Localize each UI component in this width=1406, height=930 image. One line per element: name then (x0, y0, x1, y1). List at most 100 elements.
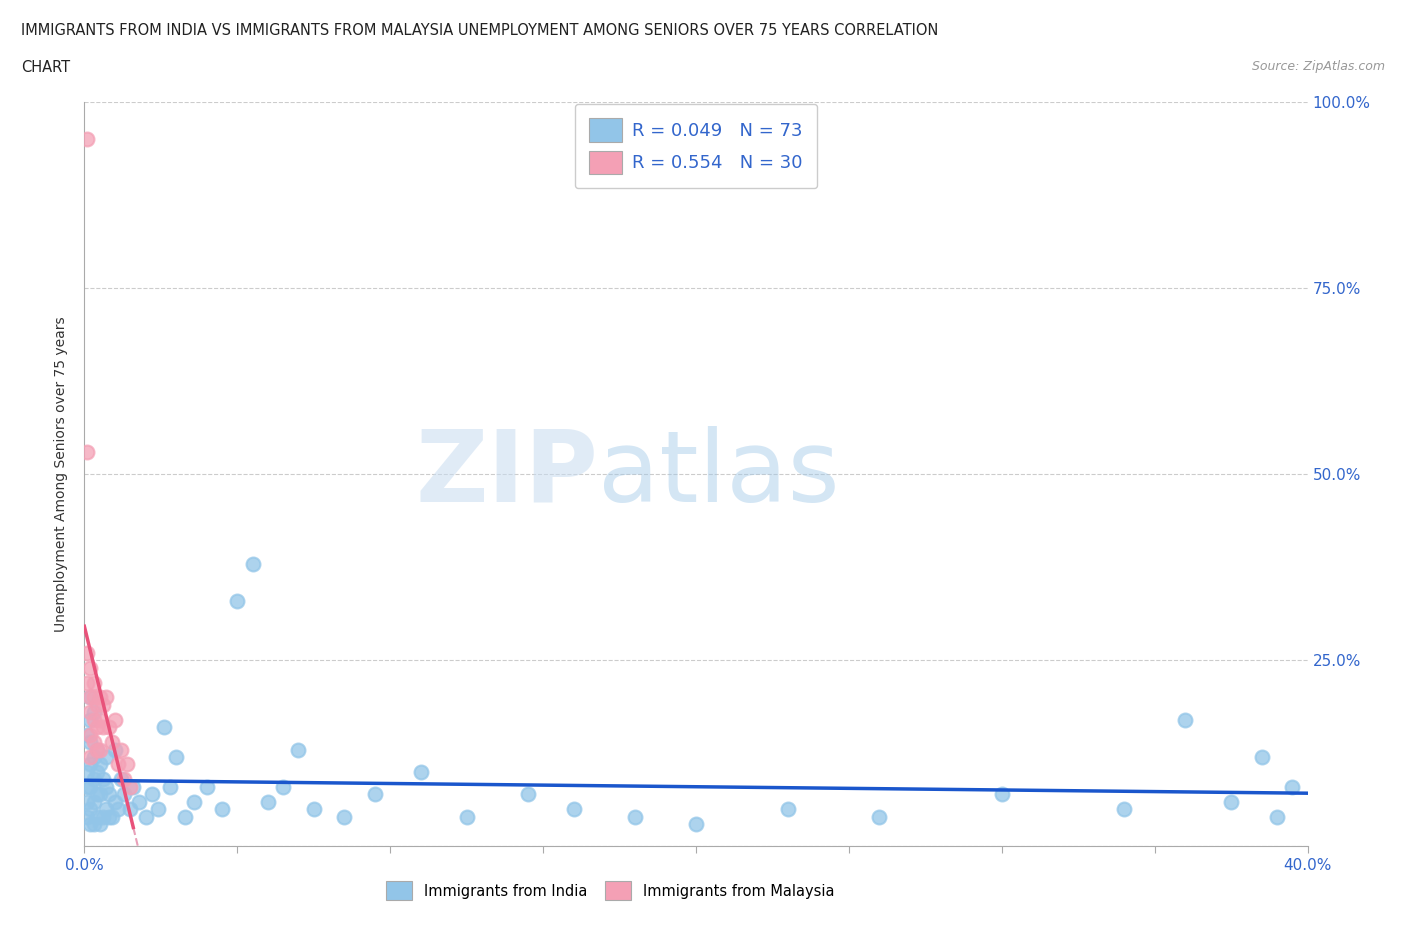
Point (76, 132, 98, 147)
Point (79, 779, 101, 794)
Point (86, 742, 108, 757)
Point (89, 817, 111, 831)
Point (1265, 809, 1288, 824)
Point (86, 698, 108, 712)
Point (83, 817, 105, 831)
Point (89, 690, 111, 705)
Point (79, 735, 101, 750)
Point (271, 779, 294, 794)
Point (91, 772, 114, 787)
Point (174, 809, 197, 824)
Point (135, 809, 157, 824)
Point (79, 660, 101, 675)
Point (107, 802, 129, 817)
Point (89, 757, 111, 772)
Point (76, 809, 98, 824)
Point (776, 802, 799, 817)
Point (76, 794, 98, 809)
Point (257, 794, 280, 809)
Point (89, 712, 111, 727)
Point (1281, 779, 1303, 794)
Point (409, 764, 432, 779)
Point (183, 794, 205, 809)
Point (91, 809, 114, 824)
Text: atlas: atlas (598, 426, 839, 523)
Point (86, 720, 108, 735)
Y-axis label: Unemployment Among Seniors over 75 years: Unemployment Among Seniors over 75 years (55, 316, 69, 632)
Point (83, 772, 105, 787)
Text: IMMIGRANTS FROM INDIA VS IMMIGRANTS FROM MALAYSIA UNEMPLOYMENT AMONG SENIORS OVE: IMMIGRANTS FROM INDIA VS IMMIGRANTS FROM… (21, 23, 938, 38)
Point (110, 772, 132, 787)
Point (211, 802, 233, 817)
Point (76, 764, 98, 779)
Point (104, 742, 127, 757)
Point (86, 742, 108, 757)
Text: ZIP: ZIP (415, 426, 598, 523)
Point (120, 779, 142, 794)
Point (83, 712, 105, 727)
Point (97, 720, 120, 735)
Point (101, 809, 124, 824)
Point (302, 802, 325, 817)
Point (242, 556, 264, 571)
Point (456, 809, 478, 824)
Text: CHART: CHART (21, 60, 70, 75)
Point (120, 802, 142, 817)
Point (83, 705, 105, 720)
Point (76, 445, 98, 459)
Point (94, 690, 117, 705)
Point (91, 698, 114, 712)
Text: Source: ZipAtlas.com: Source: ZipAtlas.com (1251, 60, 1385, 73)
Point (83, 794, 105, 809)
Point (76, 675, 98, 690)
Point (91, 720, 114, 735)
Point (79, 712, 101, 727)
Point (101, 735, 124, 750)
Point (94, 802, 117, 817)
Point (624, 809, 647, 824)
Point (89, 787, 111, 802)
Point (79, 817, 101, 831)
Point (159, 779, 181, 794)
Point (516, 787, 538, 802)
Point (76, 727, 98, 742)
Point (79, 727, 101, 742)
Point (1250, 750, 1272, 764)
Point (86, 787, 108, 802)
Point (364, 787, 387, 802)
Point (104, 712, 127, 727)
Point (128, 794, 150, 809)
Point (1114, 802, 1136, 817)
Point (107, 757, 129, 772)
Point (86, 809, 108, 824)
Point (685, 817, 707, 831)
Point (165, 750, 187, 764)
Point (97, 809, 120, 824)
Point (1174, 712, 1197, 727)
Point (146, 802, 169, 817)
Point (562, 802, 585, 817)
Point (1220, 794, 1243, 809)
Legend: Immigrants from India, Immigrants from Malaysia: Immigrants from India, Immigrants from M… (381, 875, 841, 906)
Point (153, 720, 176, 735)
Point (94, 779, 117, 794)
Point (79, 705, 101, 720)
Point (869, 809, 891, 824)
Point (76, 645, 98, 660)
Point (112, 772, 135, 787)
Point (79, 750, 101, 764)
Point (141, 787, 163, 802)
Point (226, 593, 249, 608)
Point (115, 757, 138, 772)
Point (83, 750, 105, 764)
Point (122, 779, 145, 794)
Point (83, 675, 105, 690)
Point (79, 802, 101, 817)
Point (104, 794, 127, 809)
Point (333, 809, 356, 824)
Point (97, 787, 120, 802)
Point (83, 690, 105, 705)
Point (79, 690, 101, 705)
Point (76, 779, 98, 794)
Point (94, 750, 117, 764)
